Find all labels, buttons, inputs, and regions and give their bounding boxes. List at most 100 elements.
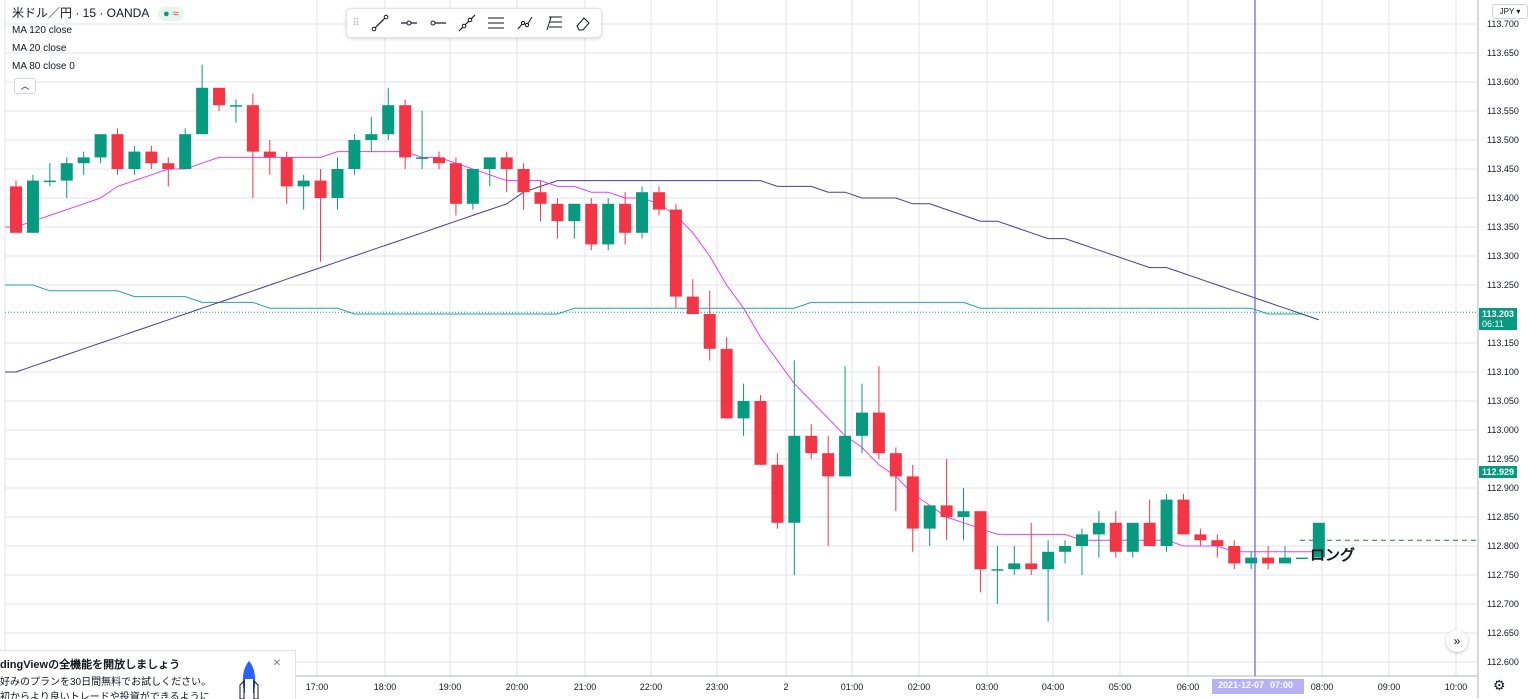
currency-select[interactable]: JPY ▾ [1492,4,1528,19]
candle-bearish [314,180,327,198]
candle-bullish [1312,522,1325,558]
price-tick-label: 113.150 [1487,338,1519,348]
bar-countdown: 06:11 [1482,319,1504,329]
time-tick-label: 03:00 [976,682,999,692]
ma120-line [5,284,1319,321]
candle-bearish [1211,540,1224,546]
price-tick-label: 113.700 [1487,19,1519,29]
last-price-value: 113.203 [1482,309,1515,319]
price-tick-label: 113.600 [1487,77,1519,87]
indicator-ma20[interactable]: MA 20 close [12,43,67,54]
candle-bearish [771,464,784,523]
candle-bullish [1075,534,1088,546]
time-tick-label: 2 [783,682,788,692]
candle-bullish [839,435,852,477]
price-tick-label: 112.600 [1487,657,1519,667]
price-tick-label: 113.100 [1487,367,1519,377]
candle-bullish [365,134,378,140]
indicator-ma80[interactable]: MA 80 close 0 [12,61,75,72]
candle-bullish [788,435,801,523]
candle-bearish [500,157,513,169]
trend-line-icon[interactable] [365,9,394,37]
scroll-to-realtime-button[interactable]: » [1446,630,1468,652]
symbol-title[interactable]: 米ドル／円 · 15 · OANDA ● ≈ [12,4,184,22]
candle-bullish [94,134,107,158]
price-tick-label: 113.450 [1487,164,1519,174]
extended-line-icon[interactable] [452,9,481,37]
parallel-channel-icon[interactable] [481,9,510,37]
drag-handle-icon[interactable]: ⠿ [352,17,360,29]
symbol-label[interactable]: 米ドル／円 · 15 · OANDA [12,6,149,20]
candle-bearish [534,192,547,204]
eraser-icon[interactable] [568,9,597,37]
horizontal-ray-icon[interactable] [423,9,452,37]
candle-bearish [1025,563,1038,570]
candle-bullish [1279,557,1291,564]
time-tick-label: 10:00 [1445,682,1468,692]
candle-bearish [399,105,412,158]
path-icon[interactable] [510,9,539,37]
drawing-toolbar: ⠿ [346,8,602,38]
long-annotation-label[interactable]: ロング [1310,547,1356,564]
candle-bearish [1109,522,1122,552]
double-chevron-right-icon: » [1453,634,1461,648]
candle-bearish [974,511,987,570]
time-tick-label: 19:00 [439,682,462,692]
time-tick-label: 01:00 [841,682,864,692]
candle-bullish [483,157,496,169]
promo-text-1: 好みのプランを30日間無料でお試しください。 [0,677,212,688]
candle-bearish [686,296,699,314]
promo-close-button[interactable]: ✕ [270,657,284,671]
candle-bullish [1295,557,1308,560]
candle-bullish [923,505,936,529]
candle-bullish [382,105,395,135]
candle-bullish [1092,522,1105,535]
candle-bearish [585,203,598,245]
market-status-badge[interactable]: ● ≈ [158,7,184,21]
price-tick-label: 113.300 [1487,251,1519,261]
horizontal-line-icon[interactable] [394,9,423,37]
candle-bullish [602,203,615,245]
time-tick-label: 23:00 [706,682,729,692]
candle-bearish [1143,522,1156,546]
candle-bullish [77,157,90,164]
candle-bearish [449,163,462,204]
promo-banner: dingViewの全機能を開放しましょう 好みのプランを30日間無料でお試しくだ… [0,650,296,699]
candle-bearish [872,412,885,454]
legend-collapse-button[interactable]: ︿ [14,78,36,94]
delayed-data-icon: ≈ [172,8,179,20]
candle-bullish [179,134,192,169]
candle-bearish [145,151,158,164]
chart-legend: 米ドル／円 · 15 · OANDA ● ≈ MA 120 close MA 2… [12,4,184,76]
time-tick-label: 21:00 [574,682,597,692]
price-tick-label: 112.850 [1487,512,1519,522]
candle-bearish [111,134,124,169]
candle-bearish [433,157,445,164]
candle-bullish [26,180,39,233]
promo-title: dingViewの全機能を開放しましょう [0,659,181,671]
fib-retracement-icon[interactable] [539,9,568,37]
indicator-ma120[interactable]: MA 120 close [12,25,73,36]
candle-bearish [1262,557,1275,564]
candle-bullish [1008,563,1021,570]
candle-bearish [1228,546,1241,564]
last-price-tag: 113.203 06:11 [1479,308,1518,330]
candle-bearish [754,401,767,465]
candle-bullish [348,140,361,169]
time-tick-label: 22:00 [640,682,663,692]
candle-bullish [196,87,209,135]
close-icon: ✕ [272,658,282,669]
candle-bearish [669,209,682,297]
candle-bullish [43,180,56,183]
candle-bullish [1059,546,1072,552]
candle-bearish [517,169,530,193]
candle-bearish [1177,499,1190,535]
candle-bearish [889,453,902,477]
time-tick-label: 09:00 [1378,682,1401,692]
price-tick-label: 112.650 [1487,628,1519,638]
candle-bearish [1194,534,1207,541]
price-tick-label: 112.900 [1487,483,1519,493]
chart-settings-button[interactable]: ⚙ [1493,677,1506,694]
candle-bearish [805,435,818,454]
